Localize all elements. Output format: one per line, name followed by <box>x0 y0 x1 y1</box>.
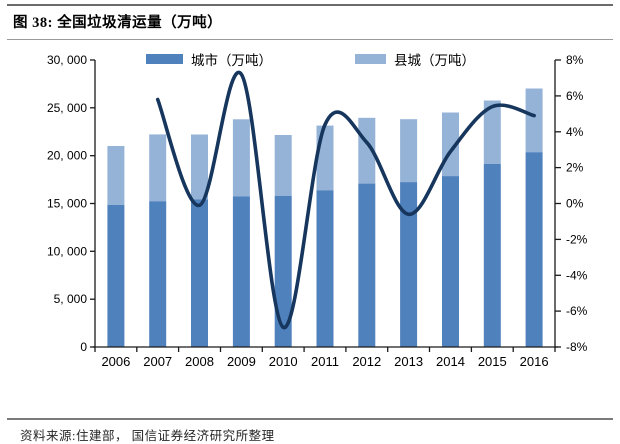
growth-rate-line <box>155 70 536 330</box>
right-axis-tick-label: 2% <box>566 161 584 175</box>
bar-county-2013 <box>400 119 418 183</box>
x-axis-year-label: 2008 <box>185 354 214 369</box>
bar-city-2006 <box>107 205 125 347</box>
left-axis-tick-label: 5, 000 <box>54 292 88 306</box>
right-axis-tick-label: 0% <box>566 197 584 211</box>
x-axis-year-label: 2013 <box>394 354 423 369</box>
figure-header: 图 38: 全国垃圾清运量（万吨） <box>7 4 613 40</box>
bar-county-2015 <box>483 100 501 164</box>
bar-city-2016 <box>525 152 543 347</box>
right-axis-tick-label: 6% <box>566 89 584 103</box>
figure-title: 图 38: 全国垃圾清运量（万吨） <box>13 15 223 31</box>
left-axis-tick-label: 30, 000 <box>47 53 87 67</box>
bar-city-2012 <box>358 183 376 347</box>
x-axis-year-label: 2009 <box>227 354 256 369</box>
bar-county-2009 <box>232 119 250 197</box>
x-axis-year-label: 2014 <box>436 354 465 369</box>
county-legend-swatch <box>355 54 386 64</box>
x-axis-year-label: 2015 <box>478 354 507 369</box>
right-axis-tick-label: -6% <box>566 304 588 318</box>
bar-city-2007 <box>149 201 167 347</box>
bar-city-2013 <box>400 182 418 347</box>
bar-city-2010 <box>274 195 292 347</box>
bar-county-2007 <box>149 134 167 202</box>
legend-city-label: 城市（万吨） <box>191 53 272 68</box>
x-axis-year-label: 2012 <box>352 354 381 369</box>
figure-footer: 资料来源:住建部， 国信证券经济研究所整理 <box>7 418 613 444</box>
right-axis-tick-label: -2% <box>566 232 588 246</box>
x-axis-year-label: 2011 <box>311 354 339 369</box>
right-axis-tick-label: 8% <box>566 53 584 67</box>
bar-county-2010 <box>274 135 292 196</box>
bar-city-2009 <box>232 196 250 347</box>
bar-county-2012 <box>358 117 376 184</box>
bar-city-2011 <box>316 190 334 347</box>
x-axis-year-label: 2016 <box>520 354 549 369</box>
legend-item-county: 县城（万吨） <box>355 51 475 68</box>
left-axis-tick-label: 15, 000 <box>47 197 87 211</box>
left-axis-tick-label: 20, 000 <box>47 149 87 163</box>
figure-source: 资料来源:住建部， 国信证券经济研究所整理 <box>20 429 275 443</box>
legend-county-label: 县城（万吨） <box>394 53 475 68</box>
bar-county-2008 <box>191 134 208 200</box>
right-axis-tick-label: -4% <box>566 268 588 282</box>
bar-county-2011 <box>316 125 334 191</box>
x-axis-year-label: 2007 <box>143 354 172 369</box>
legend-item-city: 城市（万吨） <box>146 51 272 68</box>
left-axis-tick-label: 25, 000 <box>47 101 87 115</box>
right-axis-tick-label: 4% <box>566 125 584 139</box>
bar-city-2008 <box>191 199 208 347</box>
x-axis-year-label: 2006 <box>101 354 130 369</box>
bar-city-2014 <box>442 176 459 347</box>
city-legend-swatch <box>146 54 183 64</box>
bar-county-2006 <box>107 146 125 206</box>
bar-county-2016 <box>525 88 543 153</box>
right-axis-tick-label: -8% <box>566 340 588 354</box>
left-axis-tick-label: 0 <box>80 340 87 354</box>
left-axis-tick-label: 10, 000 <box>47 244 87 258</box>
x-axis-year-label: 2010 <box>269 354 298 369</box>
bar-city-2015 <box>483 163 501 347</box>
chart-canvas: 0 5, 000 10, 000 15, 000 20, 000 25, 000 30, 0… <box>47 53 588 369</box>
